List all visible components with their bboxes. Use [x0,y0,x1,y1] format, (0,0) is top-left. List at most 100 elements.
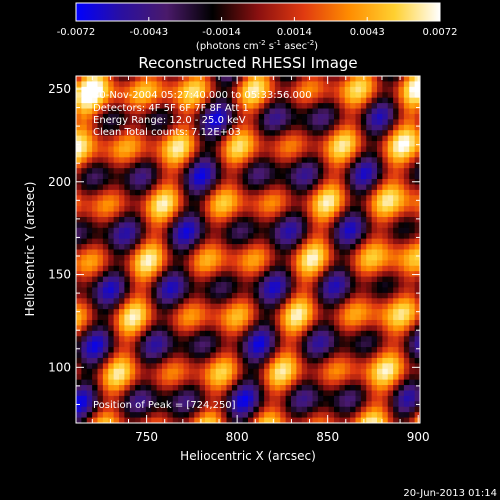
heatmap-cell [140,336,147,343]
heatmap-cell [350,303,357,310]
heatmap-cell [199,238,206,245]
heatmap-cell [280,184,287,191]
heatmap-cell [113,227,120,234]
heatmap-cell [183,357,190,364]
heatmap-cell [231,76,238,83]
heatmap-cell [108,325,115,332]
heatmap-cell [81,254,88,261]
heatmap-cell [360,390,367,397]
heatmap-cell [317,200,324,207]
heatmap-cell [183,200,190,207]
heatmap-cell [328,179,335,186]
heatmap-cell [339,184,346,191]
heatmap-cell [291,124,297,131]
heatmap-cell [199,124,206,131]
heatmap-cell [366,189,373,196]
heatmap-cell [231,390,238,397]
heatmap-cell [81,347,88,354]
heatmap-cell [221,249,228,256]
heatmap-cell [258,113,265,120]
heatmap-cell [226,227,233,234]
heatmap-cell [339,412,346,419]
heatmap-cell [398,265,405,272]
heatmap-cell [76,347,82,354]
heatmap-cell [162,395,168,402]
heatmap-cell [360,412,367,419]
heatmap-cell [253,108,260,115]
heatmap-cell [258,227,265,234]
heatmap-cell [135,412,142,419]
heatmap-cell [323,157,330,164]
heatmap-cell [334,260,340,267]
heatmap-cell [317,86,324,93]
heatmap-cell [194,303,201,310]
heatmap-cell [264,347,271,354]
heatmap-cell [231,146,238,153]
heatmap-cell [398,271,405,278]
heatmap-cell [393,287,400,294]
heatmap-cell [328,282,335,289]
heatmap-cell [102,314,109,321]
heatmap-cell [377,330,383,337]
heatmap-cell [403,260,410,267]
heatmap-cell [205,92,211,99]
heatmap-cell [403,330,410,337]
heatmap-cell [124,179,131,186]
heatmap-cell [124,363,131,370]
heatmap-cell [172,222,179,229]
colorbar-unit-label: (photons cm-2 s-1 asec-2) [196,39,318,52]
heatmap-cell [113,314,120,321]
heatmap-cell [221,276,228,283]
heatmap-cell [183,401,190,408]
heatmap-cell [86,184,93,191]
heatmap-cell [81,287,88,294]
heatmap-cell [167,173,174,180]
heatmap-cell [258,336,265,343]
heatmap-cell [215,168,222,175]
heatmap-cell [172,195,179,202]
heatmap-cell [393,282,400,289]
heatmap-cell [339,309,346,316]
heatmap-cell [285,135,292,142]
heatmap-cell [215,352,222,359]
heatmap-cell [135,81,142,88]
heatmap-cell [285,395,292,402]
heatmap-cell [97,162,104,169]
heatmap-cell [215,146,222,153]
heatmap-cell [194,113,201,120]
heatmap-cell [269,135,276,142]
heatmap-cell [119,92,125,99]
heatmap-cell [135,103,142,110]
heatmap-cell [215,406,222,413]
heatmap-cell [301,309,308,316]
heatmap-cell [409,352,416,359]
heatmap-cell [135,390,142,397]
heatmap-cell [258,265,265,272]
heatmap-cell [215,216,222,223]
heatmap-cell [339,341,346,348]
heatmap-cell [167,363,174,370]
heatmap-cell [86,179,93,186]
heatmap-cell [92,249,99,256]
heatmap-cell [398,189,405,196]
heatmap-cell [291,162,297,169]
heatmap-cell [108,282,115,289]
heatmap-cell [328,271,335,278]
heatmap-cell [221,238,228,245]
heatmap-cell [258,406,265,413]
heatmap-cell [210,200,217,207]
heatmap-cell [188,108,195,115]
heatmap-cell [269,412,276,419]
heatmap-cell [210,374,217,381]
heatmap-cell [258,309,265,316]
heatmap-cell [231,357,238,364]
heatmap-cell [151,390,158,397]
heatmap-cell [296,135,303,142]
heatmap-cell [178,357,185,364]
heatmap-cell [285,92,292,99]
heatmap-cell [226,103,233,110]
heatmap-cell [124,173,131,180]
heatmap-cell [178,157,185,164]
heatmap-cell [178,146,185,153]
heatmap-cell [102,374,109,381]
